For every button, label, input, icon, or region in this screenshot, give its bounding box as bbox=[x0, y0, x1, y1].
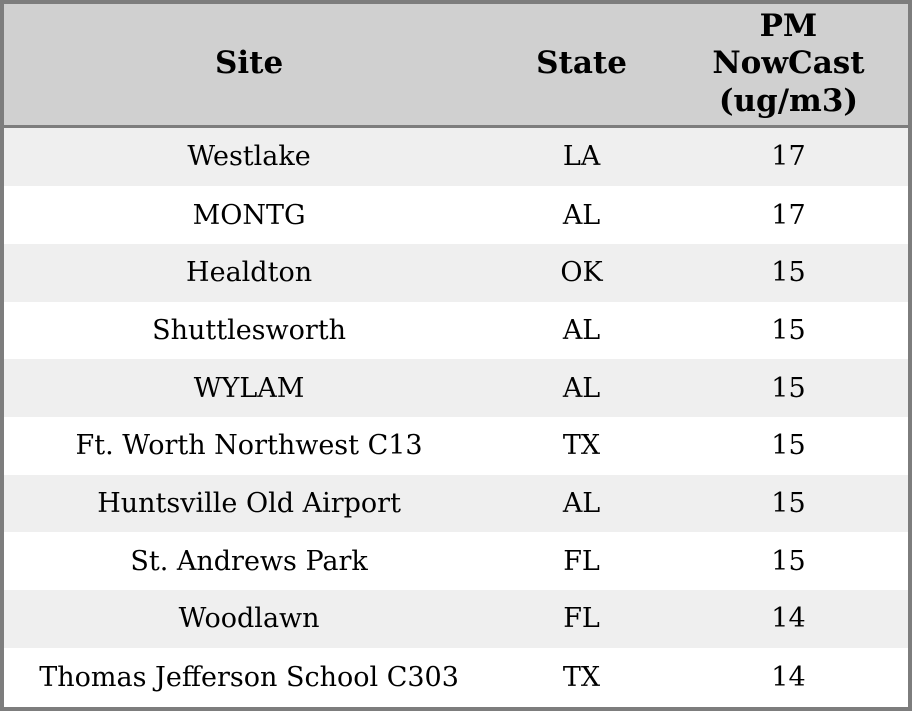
column-header-state-label: State bbox=[536, 45, 627, 82]
table-row: Westlake LA 17 bbox=[2, 126, 910, 187]
state-cell: FL bbox=[563, 603, 600, 635]
state-cell: TX bbox=[562, 430, 601, 462]
table-row: Healdton OK 15 bbox=[2, 244, 910, 302]
state-cell: TX bbox=[562, 661, 601, 693]
table-body: Westlake LA 17 MONTG AL 17 Healdton OK 15 Shuttle… bbox=[2, 126, 910, 709]
pm-cell: 15 bbox=[771, 487, 806, 519]
pm-cell: 17 bbox=[771, 141, 806, 173]
column-header-pm-nowcast: PM NowCast (ug/m3) bbox=[668, 2, 910, 128]
pm-cell: 17 bbox=[771, 199, 806, 231]
table-row: MONTG AL 17 bbox=[2, 186, 910, 245]
site-cell: MONTG bbox=[192, 199, 306, 231]
column-header-state: State bbox=[494, 2, 669, 128]
site-cell: Woodlawn bbox=[178, 603, 320, 635]
column-header-pm-nowcast-label: PM NowCast (ug/m3) bbox=[712, 7, 865, 120]
table-row: Huntsville Old Airport AL 15 bbox=[2, 474, 910, 533]
site-cell: St. Andrews Park bbox=[130, 545, 368, 577]
pm-cell: 15 bbox=[771, 315, 806, 347]
site-cell: Thomas Jefferson School C303 bbox=[39, 661, 459, 693]
site-cell: WYLAM bbox=[193, 372, 305, 404]
table-row: Thomas Jefferson School C303 TX 14 bbox=[2, 647, 910, 709]
state-cell: AL bbox=[562, 372, 601, 404]
pm-cell: 15 bbox=[771, 430, 806, 462]
header-row: Site State PM NowCast (ug/m3) bbox=[2, 2, 910, 128]
site-cell: Westlake bbox=[187, 141, 311, 173]
table-header: Site State PM NowCast (ug/m3) bbox=[2, 2, 910, 128]
pm-cell: 14 bbox=[771, 603, 806, 635]
state-cell: LA bbox=[562, 141, 601, 173]
table-row: WYLAM AL 15 bbox=[2, 359, 910, 417]
pm-cell: 15 bbox=[771, 372, 806, 404]
site-cell: Huntsville Old Airport bbox=[97, 487, 401, 519]
pm-cell: 15 bbox=[771, 545, 806, 577]
state-cell: AL bbox=[562, 315, 601, 347]
site-cell: Healdton bbox=[186, 257, 313, 289]
table-row: St. Andrews Park FL 15 bbox=[2, 532, 910, 590]
column-header-site-label: Site bbox=[214, 45, 284, 82]
state-cell: FL bbox=[563, 545, 600, 577]
table-row: Woodlawn FL 14 bbox=[2, 589, 910, 648]
site-cell: Ft. Worth Northwest C13 bbox=[75, 430, 423, 462]
state-cell: OK bbox=[560, 257, 603, 289]
column-header-site: Site bbox=[2, 2, 495, 128]
state-cell: AL bbox=[562, 199, 601, 231]
table-row: Shuttlesworth AL 15 bbox=[2, 301, 910, 360]
site-cell: Shuttlesworth bbox=[152, 315, 347, 347]
table-row: Ft. Worth Northwest C13 TX 15 bbox=[2, 417, 910, 475]
pm-cell: 14 bbox=[771, 661, 806, 693]
state-cell: AL bbox=[562, 487, 601, 519]
pm-cell: 15 bbox=[771, 257, 806, 289]
